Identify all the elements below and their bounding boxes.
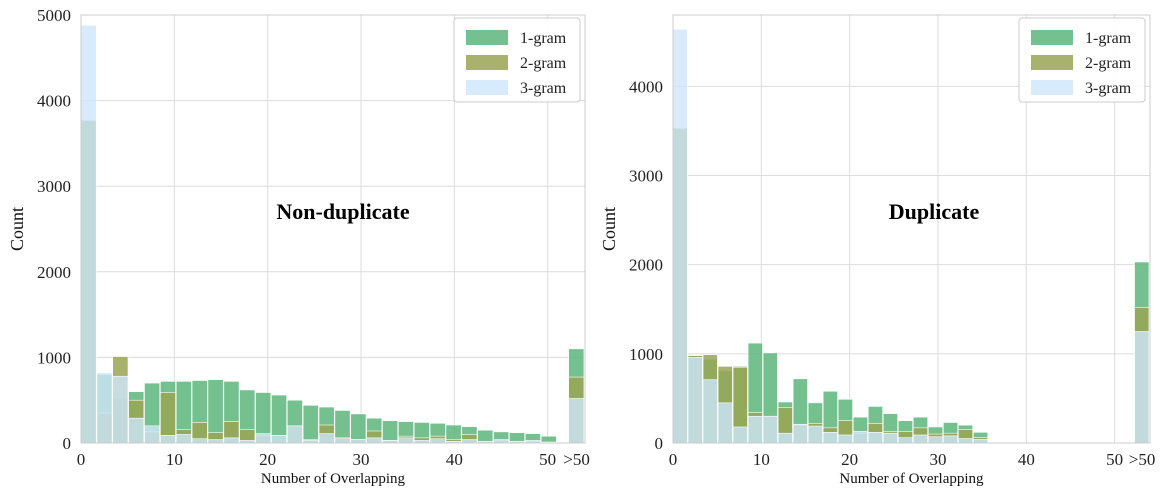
legend: 1-gram 2-gram 3-gram <box>1018 17 1146 103</box>
plot-frame <box>80 14 586 444</box>
bar <box>223 437 240 444</box>
bar <box>493 439 510 444</box>
x-tick-label: 10 <box>753 450 770 469</box>
panel-annotation: Duplicate <box>889 199 980 224</box>
bar <box>717 402 733 444</box>
x-tick-label: >50 <box>1129 450 1156 469</box>
legend-swatch <box>1031 55 1073 70</box>
bar <box>867 431 883 444</box>
bar <box>882 432 898 444</box>
x-axis-label: Number of Overlapping <box>261 471 406 487</box>
bar <box>852 431 868 444</box>
y-tick-label: 5000 <box>37 6 71 25</box>
y-tick-label: 3000 <box>37 177 71 196</box>
chart-panel-1: 0 10 20 30 40 50 >50 0 1000 2000 3000 4000 5000 Numbe… <box>7 6 590 487</box>
y-tick-label: 4000 <box>629 77 663 96</box>
bar <box>302 405 319 444</box>
bar <box>382 420 399 444</box>
legend-swatch <box>466 30 508 45</box>
y-tick-label: 2000 <box>37 263 71 282</box>
y-tick-label: 4000 <box>37 92 71 111</box>
series-3-gram <box>80 24 585 444</box>
bar <box>912 434 928 444</box>
x-tick-label: 40 <box>1018 450 1035 469</box>
legend-swatch <box>1031 80 1073 95</box>
legend-label: 1-gram <box>520 30 567 47</box>
bar <box>255 433 272 444</box>
bar <box>702 379 718 444</box>
bar <box>942 435 959 444</box>
bar <box>350 439 367 444</box>
bar <box>286 425 303 444</box>
legend-label: 2-gram <box>520 55 567 72</box>
bar <box>822 431 838 444</box>
bar <box>672 28 688 444</box>
x-tick-label: >50 <box>563 450 590 469</box>
bar <box>128 417 145 444</box>
legend-swatch <box>466 80 508 95</box>
x-tick-label: 50 <box>539 450 556 469</box>
bar <box>429 438 446 444</box>
x-axis-label: Number of Overlapping <box>839 471 984 487</box>
y-axis-label: Count <box>599 207 619 251</box>
y-tick-label: 2000 <box>629 256 663 275</box>
bar <box>792 423 808 444</box>
y-tick-label: 3000 <box>629 167 663 186</box>
bar <box>144 425 161 444</box>
bar <box>350 413 367 444</box>
bar <box>175 434 192 444</box>
legend-swatch <box>466 55 508 70</box>
legend-label: 2-gram <box>1085 55 1132 72</box>
x-tick-label: 40 <box>446 450 463 469</box>
bar <box>80 24 97 444</box>
bar <box>96 372 113 444</box>
y-tick-label: 0 <box>63 434 72 453</box>
y-tick-label: 0 <box>655 434 664 453</box>
series-3-gram <box>672 28 1150 444</box>
legend-label: 1-gram <box>1085 30 1132 47</box>
bar <box>271 434 287 444</box>
bar <box>687 357 703 444</box>
y-tick-label: 1000 <box>629 345 663 364</box>
bar <box>334 438 351 444</box>
legend: 1-gram 2-gram 3-gram <box>453 17 581 103</box>
x-tick-label: 30 <box>930 450 947 469</box>
legend-label: 3-gram <box>1085 80 1132 97</box>
bar <box>927 436 943 444</box>
bar <box>461 439 478 444</box>
x-tick-label: 30 <box>353 450 370 469</box>
bar <box>807 425 823 444</box>
bar <box>318 433 335 444</box>
x-tick-label: 20 <box>841 450 858 469</box>
bar-overflow <box>1134 331 1150 444</box>
bar <box>207 439 224 444</box>
bar <box>762 415 778 444</box>
bar <box>958 438 974 444</box>
chart-panel-2: 0 10 20 30 40 50 >50 0 1000 2000 3000 4000 Number of… <box>599 14 1156 487</box>
y-tick-label: 1000 <box>37 348 71 367</box>
plot-frame <box>672 14 1151 444</box>
bar <box>897 437 913 444</box>
bar <box>777 432 793 444</box>
y-axis-label: Count <box>7 207 27 251</box>
x-tick-label: 20 <box>259 450 276 469</box>
bar <box>112 375 129 444</box>
bar <box>366 437 383 444</box>
bar <box>398 437 414 444</box>
bar <box>732 426 748 444</box>
x-tick-label: 0 <box>669 450 678 469</box>
bar <box>747 415 763 444</box>
bar <box>191 438 208 444</box>
panel-annotation: Non-duplicate <box>276 199 409 224</box>
legend-swatch <box>1031 30 1073 45</box>
bar <box>973 439 989 444</box>
x-tick-label: 10 <box>166 450 183 469</box>
bar-overflow <box>568 398 585 444</box>
x-tick-label: 0 <box>77 450 86 469</box>
x-tick-label: 50 <box>1106 450 1123 469</box>
bar <box>837 434 853 444</box>
bar <box>160 434 176 444</box>
legend-label: 3-gram <box>520 80 567 97</box>
